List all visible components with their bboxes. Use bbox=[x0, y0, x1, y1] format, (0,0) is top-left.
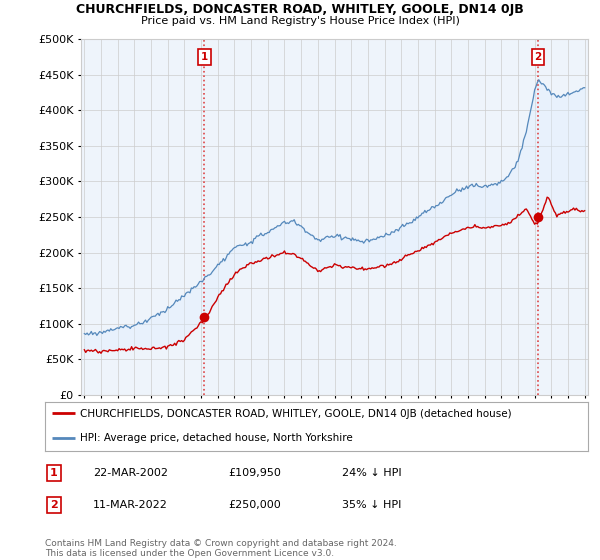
Text: 2: 2 bbox=[50, 500, 58, 510]
Text: 2: 2 bbox=[535, 52, 542, 62]
Text: CHURCHFIELDS, DONCASTER ROAD, WHITLEY, GOOLE, DN14 0JB: CHURCHFIELDS, DONCASTER ROAD, WHITLEY, G… bbox=[76, 3, 524, 16]
Text: 1: 1 bbox=[201, 52, 208, 62]
Text: 1: 1 bbox=[50, 468, 58, 478]
Text: £109,950: £109,950 bbox=[228, 468, 281, 478]
Text: HPI: Average price, detached house, North Yorkshire: HPI: Average price, detached house, Nort… bbox=[80, 433, 353, 443]
Text: Price paid vs. HM Land Registry's House Price Index (HPI): Price paid vs. HM Land Registry's House … bbox=[140, 16, 460, 26]
Text: 11-MAR-2022: 11-MAR-2022 bbox=[93, 500, 168, 510]
Text: 24% ↓ HPI: 24% ↓ HPI bbox=[342, 468, 401, 478]
Text: 35% ↓ HPI: 35% ↓ HPI bbox=[342, 500, 401, 510]
Text: 22-MAR-2002: 22-MAR-2002 bbox=[93, 468, 168, 478]
Text: CHURCHFIELDS, DONCASTER ROAD, WHITLEY, GOOLE, DN14 0JB (detached house): CHURCHFIELDS, DONCASTER ROAD, WHITLEY, G… bbox=[80, 409, 512, 419]
Text: Contains HM Land Registry data © Crown copyright and database right 2024.
This d: Contains HM Land Registry data © Crown c… bbox=[45, 539, 397, 558]
Text: £250,000: £250,000 bbox=[228, 500, 281, 510]
